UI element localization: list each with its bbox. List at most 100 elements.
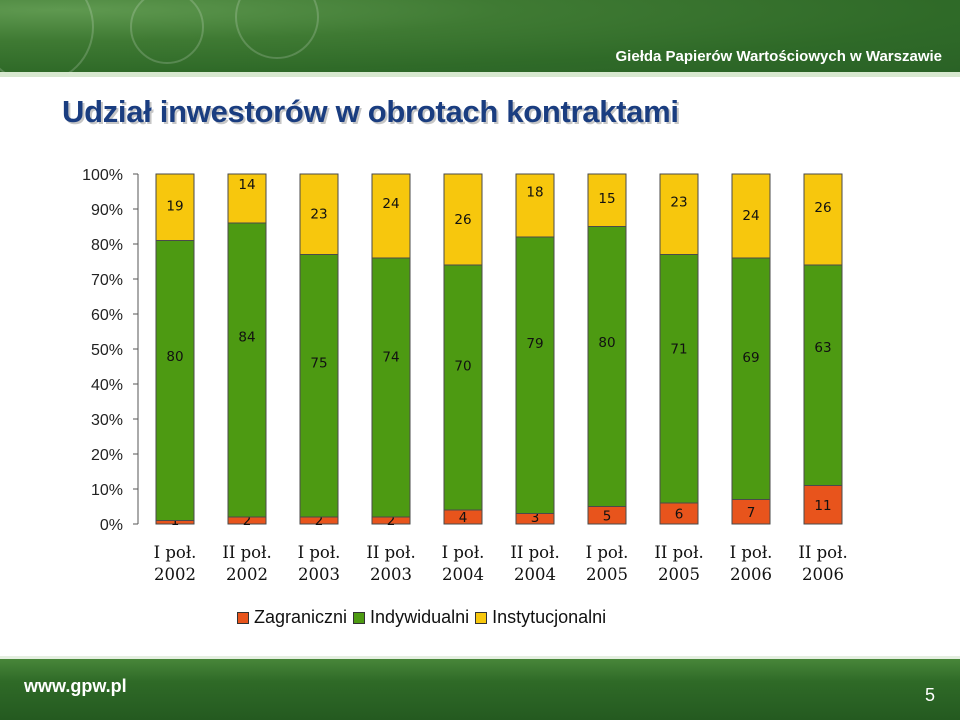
bar-segment-instytucjonalni bbox=[443, 173, 483, 266]
legend-item-instytucjonalni: Instytucjonalni bbox=[475, 607, 606, 628]
y-tick-label: 40% bbox=[91, 377, 123, 394]
bar-segment-zagraniczni bbox=[731, 499, 771, 525]
x-tick-label: II poł. bbox=[798, 543, 847, 562]
y-tick-label: 100% bbox=[82, 167, 123, 184]
x-tick-label: I poł. bbox=[154, 543, 197, 562]
slide-title: Udział inwestorów w obrotach kontraktami bbox=[62, 94, 679, 129]
x-tick-label: II poł. bbox=[222, 543, 271, 562]
legend-swatch-indywidualni bbox=[353, 611, 366, 624]
bar-segment-indywidualni bbox=[803, 264, 843, 486]
x-tick-label: 2003 bbox=[298, 565, 340, 584]
x-tick-label: 2004 bbox=[514, 565, 556, 584]
bar-segment-indywidualni bbox=[659, 254, 699, 504]
x-tick-label: 2005 bbox=[658, 565, 700, 584]
y-tick-label: 60% bbox=[91, 307, 123, 324]
bottom-band bbox=[0, 656, 960, 720]
bar-segment-indywidualni bbox=[155, 240, 195, 521]
x-tick-label: I poł. bbox=[730, 543, 773, 562]
data-label: 24 bbox=[382, 196, 399, 212]
bar-segment-instytucjonalni bbox=[299, 173, 339, 255]
data-label: 71 bbox=[670, 341, 687, 357]
bar-segment-indywidualni bbox=[443, 264, 483, 511]
data-label: 7 bbox=[747, 505, 756, 521]
bar-segment-instytucjonalni bbox=[515, 173, 555, 238]
x-tick-label: 2002 bbox=[226, 565, 268, 584]
bar-segment-instytucjonalni bbox=[227, 173, 267, 224]
data-label: 75 bbox=[310, 355, 327, 371]
data-label: 26 bbox=[454, 212, 471, 228]
data-label: 70 bbox=[454, 358, 471, 374]
data-label: 26 bbox=[814, 200, 831, 216]
x-tick-label: II poł. bbox=[366, 543, 415, 562]
stacked-bar-chart: 0%10%20%30%40%50%60%70%80%90%100%18019I … bbox=[82, 167, 848, 584]
bar-segment-indywidualni bbox=[515, 236, 555, 514]
data-label: 74 bbox=[382, 349, 399, 365]
y-tick-label: 70% bbox=[91, 272, 123, 289]
data-label: 23 bbox=[670, 194, 687, 210]
y-tick-label: 90% bbox=[91, 202, 123, 219]
clock-decoration bbox=[130, 0, 204, 64]
bar-segment-indywidualni bbox=[587, 226, 627, 507]
y-tick-label: 20% bbox=[91, 447, 123, 464]
data-label: 14 bbox=[238, 177, 255, 193]
x-tick-label: 2003 bbox=[370, 565, 412, 584]
x-tick-label: 2002 bbox=[154, 565, 196, 584]
bar-segment-instytucjonalni bbox=[731, 173, 771, 259]
data-label: 63 bbox=[814, 340, 831, 356]
y-tick-label: 50% bbox=[91, 342, 123, 359]
data-label: 80 bbox=[598, 335, 615, 351]
data-label: 69 bbox=[742, 350, 759, 366]
data-label: 15 bbox=[598, 191, 615, 207]
legend-label-instytucjonalni: Instytucjonalni bbox=[492, 607, 607, 627]
bar-segment-indywidualni bbox=[371, 257, 411, 518]
legend-item-indywidualni: Indywidualni bbox=[353, 607, 469, 628]
data-label: 2 bbox=[315, 513, 324, 529]
top-rule bbox=[0, 72, 960, 77]
bar-segment-indywidualni bbox=[299, 254, 339, 518]
bar-segment-indywidualni bbox=[227, 222, 267, 518]
x-tick-label: I poł. bbox=[586, 543, 629, 562]
top-banner: Giełda Papierów Wartościowych w Warszawi… bbox=[0, 0, 960, 84]
data-label: 18 bbox=[526, 185, 543, 201]
y-tick-label: 30% bbox=[91, 412, 123, 429]
legend-swatch-instytucjonalni bbox=[475, 611, 488, 624]
data-label: 24 bbox=[742, 208, 759, 224]
page-number: 5 bbox=[924, 685, 935, 705]
data-label: 23 bbox=[310, 206, 327, 222]
data-label: 80 bbox=[166, 349, 183, 365]
x-tick-label: 2006 bbox=[730, 565, 772, 584]
bar-segment-indywidualni bbox=[731, 257, 771, 500]
x-tick-label: II poł. bbox=[654, 543, 703, 562]
data-label: 2 bbox=[243, 513, 252, 529]
y-tick-label: 10% bbox=[91, 482, 123, 499]
legend-label-zagraniczni: Zagraniczni bbox=[254, 607, 348, 627]
data-label: 84 bbox=[238, 329, 255, 345]
data-label: 4 bbox=[459, 510, 468, 526]
x-tick-label: 2006 bbox=[802, 565, 844, 584]
legend-item-zagraniczni: Zagraniczni bbox=[237, 607, 347, 628]
data-label: 6 bbox=[675, 507, 684, 523]
data-label: 2 bbox=[387, 513, 396, 529]
data-label: 3 bbox=[531, 510, 540, 526]
exchange-name: Giełda Papierów Wartościowych w Warszawi… bbox=[615, 48, 942, 65]
bar-segment-zagraniczni bbox=[803, 485, 843, 525]
x-tick-label: 2004 bbox=[442, 565, 484, 584]
legend-label-indywidualni: Indywidualni bbox=[370, 607, 470, 627]
bar-segment-instytucjonalni bbox=[371, 173, 411, 259]
data-label: 11 bbox=[814, 498, 831, 514]
bar-segment-instytucjonalni bbox=[587, 173, 627, 227]
bottom-stripe bbox=[0, 656, 960, 659]
x-tick-label: 2005 bbox=[586, 565, 628, 584]
bar-segment-instytucjonalni bbox=[803, 173, 843, 266]
x-tick-label: I poł. bbox=[442, 543, 485, 562]
website-link[interactable]: www.gpw.pl bbox=[24, 676, 127, 696]
x-tick-label: I poł. bbox=[298, 543, 341, 562]
x-tick-label: II poł. bbox=[510, 543, 559, 562]
bar-segment-instytucjonalni bbox=[155, 173, 195, 241]
y-tick-label: 0% bbox=[100, 517, 123, 534]
data-label: 5 bbox=[603, 508, 612, 524]
data-label: 19 bbox=[166, 199, 183, 215]
bar-segment-instytucjonalni bbox=[659, 173, 699, 255]
y-tick-label: 80% bbox=[91, 237, 123, 254]
legend-swatch-zagraniczni bbox=[237, 611, 249, 624]
